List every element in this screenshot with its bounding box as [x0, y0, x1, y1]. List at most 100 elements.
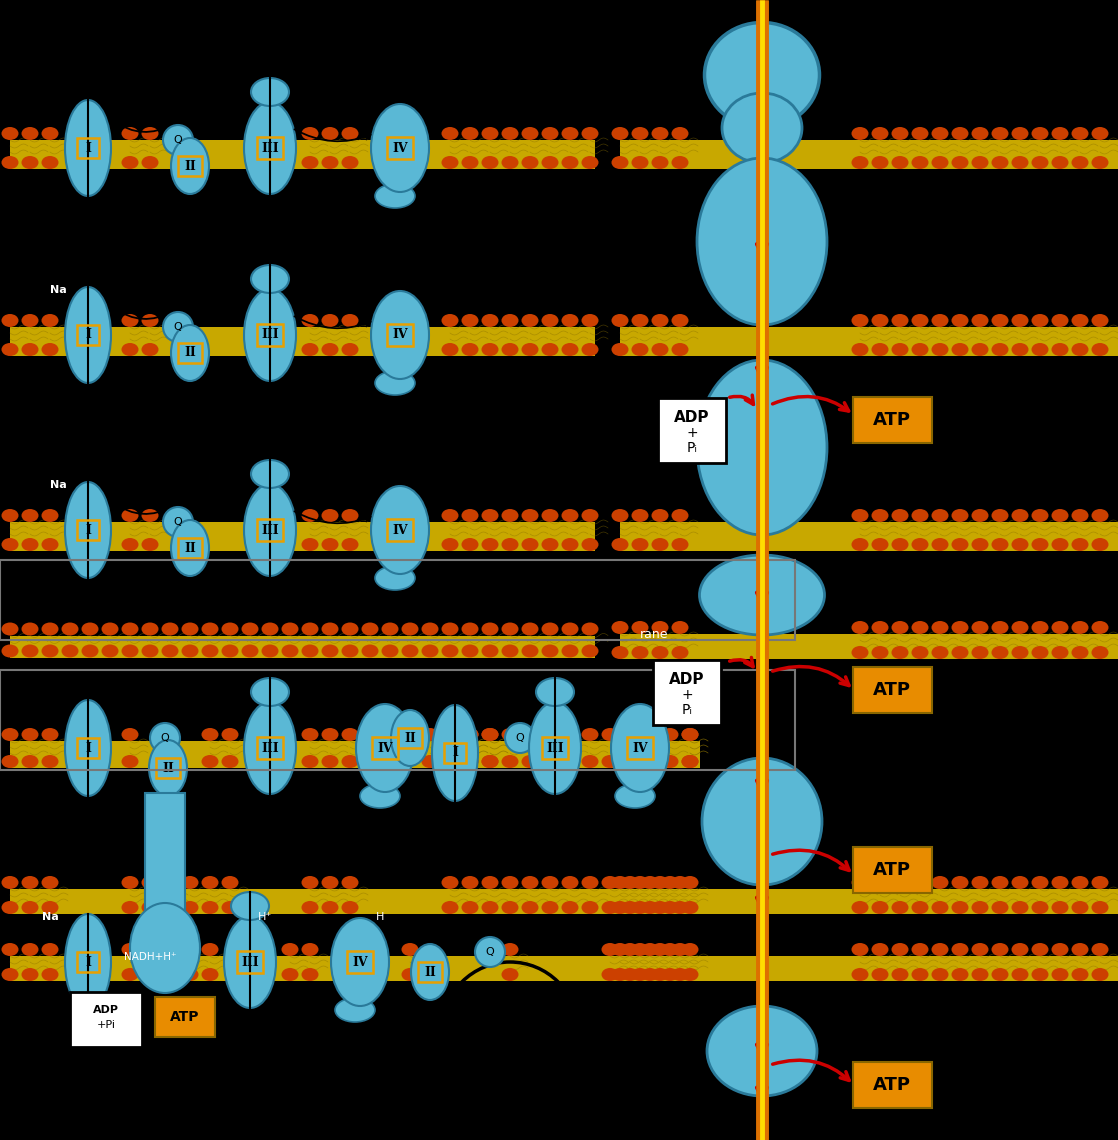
- Ellipse shape: [122, 943, 139, 956]
- Ellipse shape: [302, 644, 319, 658]
- Ellipse shape: [672, 943, 689, 956]
- Ellipse shape: [1071, 646, 1089, 659]
- Ellipse shape: [992, 968, 1008, 982]
- Ellipse shape: [672, 127, 689, 140]
- Ellipse shape: [442, 127, 458, 140]
- Ellipse shape: [21, 728, 38, 741]
- Ellipse shape: [21, 876, 38, 889]
- Ellipse shape: [241, 622, 258, 635]
- Ellipse shape: [482, 755, 499, 768]
- Ellipse shape: [502, 968, 519, 982]
- Ellipse shape: [951, 968, 968, 982]
- Ellipse shape: [891, 901, 909, 914]
- Ellipse shape: [181, 876, 199, 889]
- Ellipse shape: [852, 968, 869, 982]
- Ellipse shape: [1012, 538, 1029, 551]
- Ellipse shape: [482, 876, 499, 889]
- Ellipse shape: [951, 314, 968, 327]
- Ellipse shape: [672, 901, 689, 914]
- Text: H⁺: H⁺: [258, 912, 272, 922]
- Ellipse shape: [521, 728, 539, 741]
- Ellipse shape: [221, 876, 238, 889]
- Ellipse shape: [931, 314, 948, 327]
- Ellipse shape: [521, 538, 539, 551]
- Ellipse shape: [541, 508, 559, 522]
- Ellipse shape: [521, 876, 539, 889]
- Ellipse shape: [521, 127, 539, 140]
- Ellipse shape: [122, 127, 139, 140]
- Ellipse shape: [642, 755, 659, 768]
- Ellipse shape: [244, 484, 296, 576]
- Text: Q: Q: [173, 135, 182, 145]
- Ellipse shape: [462, 755, 479, 768]
- Ellipse shape: [1032, 876, 1049, 889]
- Ellipse shape: [65, 100, 111, 196]
- Ellipse shape: [462, 156, 479, 169]
- Text: IV: IV: [352, 955, 368, 969]
- Ellipse shape: [302, 127, 319, 140]
- Ellipse shape: [442, 343, 458, 356]
- Ellipse shape: [601, 901, 618, 914]
- Ellipse shape: [1071, 943, 1089, 956]
- Ellipse shape: [702, 758, 822, 885]
- Ellipse shape: [951, 876, 968, 889]
- Ellipse shape: [852, 538, 869, 551]
- Ellipse shape: [1, 538, 19, 551]
- Text: ADP: ADP: [93, 1005, 119, 1015]
- Ellipse shape: [672, 314, 689, 327]
- Ellipse shape: [41, 901, 58, 914]
- Ellipse shape: [82, 644, 98, 658]
- Ellipse shape: [1012, 156, 1029, 169]
- Ellipse shape: [992, 901, 1008, 914]
- Ellipse shape: [682, 728, 699, 741]
- Bar: [620, 327, 1118, 356]
- Ellipse shape: [852, 646, 869, 659]
- Ellipse shape: [1032, 508, 1049, 522]
- Ellipse shape: [581, 876, 598, 889]
- Text: Q: Q: [515, 733, 524, 743]
- Ellipse shape: [1012, 901, 1029, 914]
- Ellipse shape: [541, 314, 559, 327]
- Ellipse shape: [561, 343, 578, 356]
- Ellipse shape: [852, 314, 869, 327]
- Ellipse shape: [872, 538, 889, 551]
- Circle shape: [163, 125, 193, 155]
- Ellipse shape: [149, 740, 187, 796]
- Ellipse shape: [1052, 156, 1069, 169]
- Ellipse shape: [201, 755, 218, 768]
- Ellipse shape: [122, 622, 139, 635]
- Ellipse shape: [951, 156, 968, 169]
- Ellipse shape: [581, 314, 598, 327]
- Ellipse shape: [122, 755, 139, 768]
- Ellipse shape: [462, 755, 479, 768]
- Text: H: H: [376, 912, 385, 922]
- Ellipse shape: [201, 644, 218, 658]
- Bar: [620, 140, 1118, 169]
- FancyBboxPatch shape: [853, 397, 931, 443]
- Text: III: III: [547, 741, 563, 755]
- Ellipse shape: [21, 127, 38, 140]
- Ellipse shape: [401, 622, 418, 635]
- Ellipse shape: [561, 314, 578, 327]
- Ellipse shape: [521, 644, 539, 658]
- Ellipse shape: [322, 622, 339, 635]
- Bar: [10, 635, 595, 658]
- Ellipse shape: [561, 622, 578, 635]
- Ellipse shape: [561, 538, 578, 551]
- Ellipse shape: [102, 644, 119, 658]
- Ellipse shape: [612, 901, 628, 914]
- Ellipse shape: [1032, 314, 1049, 327]
- Ellipse shape: [442, 755, 458, 768]
- Ellipse shape: [482, 127, 499, 140]
- Bar: [620, 889, 1118, 914]
- Ellipse shape: [142, 968, 159, 982]
- Ellipse shape: [972, 343, 988, 356]
- Ellipse shape: [1, 876, 19, 889]
- Ellipse shape: [21, 538, 38, 551]
- Ellipse shape: [662, 968, 679, 982]
- Ellipse shape: [561, 508, 578, 522]
- Text: IV: IV: [392, 523, 408, 537]
- Ellipse shape: [65, 482, 111, 578]
- Ellipse shape: [561, 901, 578, 914]
- Ellipse shape: [142, 876, 159, 889]
